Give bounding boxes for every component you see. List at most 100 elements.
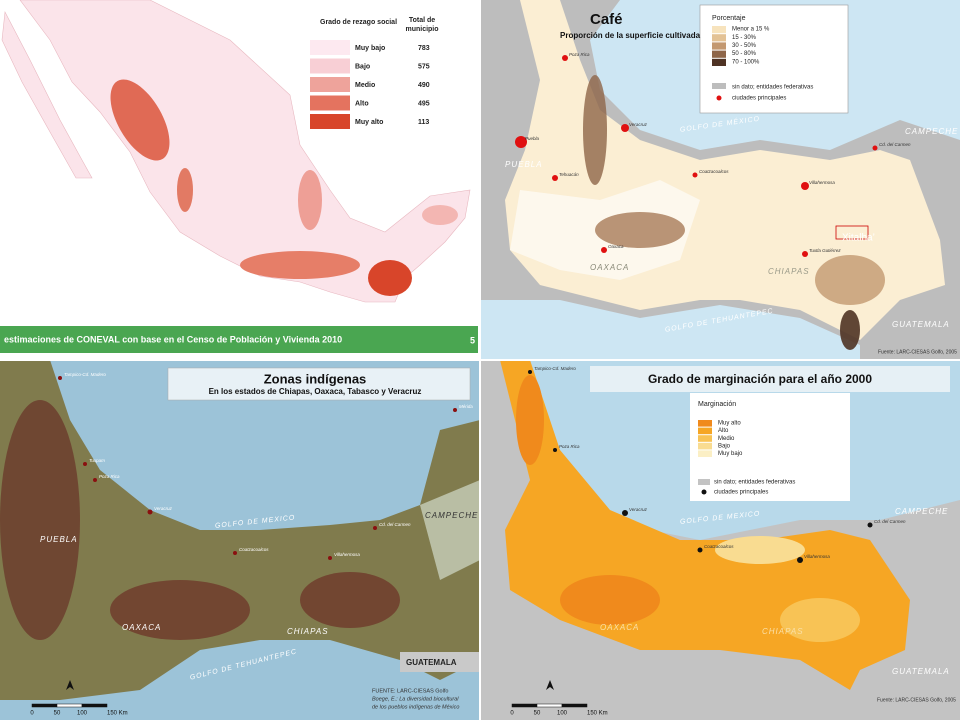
city-label: Veracruz — [154, 506, 173, 511]
city-label: Villahermosa — [809, 180, 835, 185]
city-dot — [93, 478, 97, 482]
city-dot — [233, 551, 237, 555]
state-label: OAXACA — [122, 623, 161, 632]
legend-swatch — [310, 95, 350, 111]
region-very-high — [840, 310, 860, 350]
city-label: Coatzacoalcos — [699, 169, 729, 174]
city-dot — [147, 509, 153, 515]
footer-text: estimaciones de CONEVAL con base en el C… — [4, 334, 342, 344]
legend: Marginación sin dato; entidades federati… — [698, 401, 795, 496]
north-arrow — [546, 680, 554, 690]
map-subtitle: Proporción de la superficie cultivada — [560, 31, 701, 40]
cities: Poza Rica Veracruz Puebla Tehuacán Coatzacoa… — [515, 52, 911, 257]
city-dot — [621, 124, 629, 132]
scale-segment — [511, 703, 538, 708]
legend-label: ciudades principales — [732, 96, 786, 102]
legend-label: Muy bajo — [355, 45, 385, 52]
city-label: Cd. del Carmen — [379, 522, 411, 527]
title-box — [590, 366, 950, 392]
country-label: GUATEMALA — [892, 320, 950, 329]
legend-label: Alto — [718, 428, 729, 434]
city-dot — [515, 136, 527, 148]
legend-count: 495 — [418, 100, 430, 107]
legend-swatch — [712, 58, 726, 66]
legend-count-header: Total de — [409, 17, 435, 24]
city-label: Poza Rica — [569, 52, 590, 57]
legend-dot — [701, 489, 707, 495]
scale-segment — [536, 703, 563, 708]
city-dot — [797, 557, 803, 563]
city-dot — [562, 55, 568, 61]
legend-swatch — [698, 435, 712, 442]
legend-title: Porcentaje — [712, 15, 746, 22]
panel-marginacion: Grado de marginación para el año 2000 Ma… — [480, 360, 960, 720]
legend-label: Bajo — [718, 443, 731, 449]
city-dot — [801, 182, 809, 190]
legend-label: 70 - 100% — [732, 59, 760, 65]
city-label: Puebla — [525, 136, 540, 141]
panel-cafe: Café Proporción de la superficie cultiva… — [480, 0, 960, 360]
city-dot — [58, 376, 62, 380]
city-label: Poza Rica — [559, 444, 580, 449]
state-label: CHIAPAS — [287, 627, 329, 636]
country-label: GUATEMALA — [892, 667, 950, 676]
city-dot — [802, 251, 808, 257]
baja-california — [1, 10, 93, 179]
scale-label: 150 Km — [587, 711, 608, 717]
indigenous-zone — [300, 572, 400, 628]
city-dot — [697, 547, 703, 553]
legend-label: ciudades principales — [714, 490, 768, 496]
title-box — [167, 367, 471, 401]
legend-label: Muy alto — [718, 421, 741, 427]
scale-label: 0 — [30, 711, 34, 717]
region-muy-alto — [368, 260, 412, 296]
legend-label: Muy bajo — [718, 451, 743, 457]
legend-swatch — [712, 42, 726, 50]
legend-swatch — [698, 427, 712, 435]
legend-swatch — [712, 83, 726, 89]
state-label: PUEBLA — [40, 535, 78, 544]
legend-swatch — [698, 420, 712, 427]
state-label: CAMPECHE — [425, 511, 478, 520]
region-medio — [298, 170, 322, 230]
region-high — [583, 75, 607, 185]
legend-count: 783 — [418, 45, 430, 52]
panel-rezago: Grado de rezago social Total de municipi… — [0, 0, 480, 356]
scale-bar: 0 50 100 150 Km — [510, 680, 608, 717]
city-label: Coatzacoalcos — [239, 547, 269, 552]
north-arrow — [66, 680, 74, 690]
pacific-water — [480, 300, 860, 360]
city-label: Mérida — [459, 404, 473, 409]
legend-dot — [716, 95, 722, 101]
legend-label: sin dato; entidades federativas — [714, 480, 795, 486]
place-label: Xitalha’ — [842, 233, 875, 244]
city-label: Tampico-Cd. Madero — [534, 366, 576, 371]
legend-title: Grado de rezago social — [320, 19, 397, 26]
legend: Porcentaje sin dato; entidades federativ… — [712, 15, 813, 102]
legend-swatch — [712, 26, 726, 34]
city-dot — [552, 175, 558, 181]
state-label: PUEBLA — [505, 160, 543, 169]
city-label: Tuxtla Gutiérrez — [809, 248, 841, 253]
map-title: Zonas indígenas — [264, 371, 367, 386]
legend-swatch — [712, 50, 726, 58]
city-dot — [83, 462, 87, 466]
state-label: CHIAPAS — [762, 627, 804, 636]
city-dot — [867, 522, 873, 528]
scale-segment — [561, 703, 588, 708]
city-dot — [373, 526, 377, 530]
legend: Grado de rezago social Total de municipi… — [310, 17, 439, 129]
city-label: Cd. del Carmen — [874, 519, 906, 524]
region-medio — [780, 598, 860, 642]
legend-label: Medio — [718, 436, 735, 442]
legend-swatch — [310, 114, 350, 129]
scale-label: 50 — [54, 711, 61, 717]
indigenous-zone — [110, 580, 250, 640]
source-text: Fuente: LARC-CIESAS Golfo, 2005 — [878, 349, 957, 355]
mexico-mainland — [19, 0, 471, 303]
city-dot — [622, 510, 628, 516]
region-muy-alto — [110, 79, 170, 161]
state-label: OAXACA — [600, 623, 639, 632]
city-label: Tuxpam — [89, 458, 105, 463]
